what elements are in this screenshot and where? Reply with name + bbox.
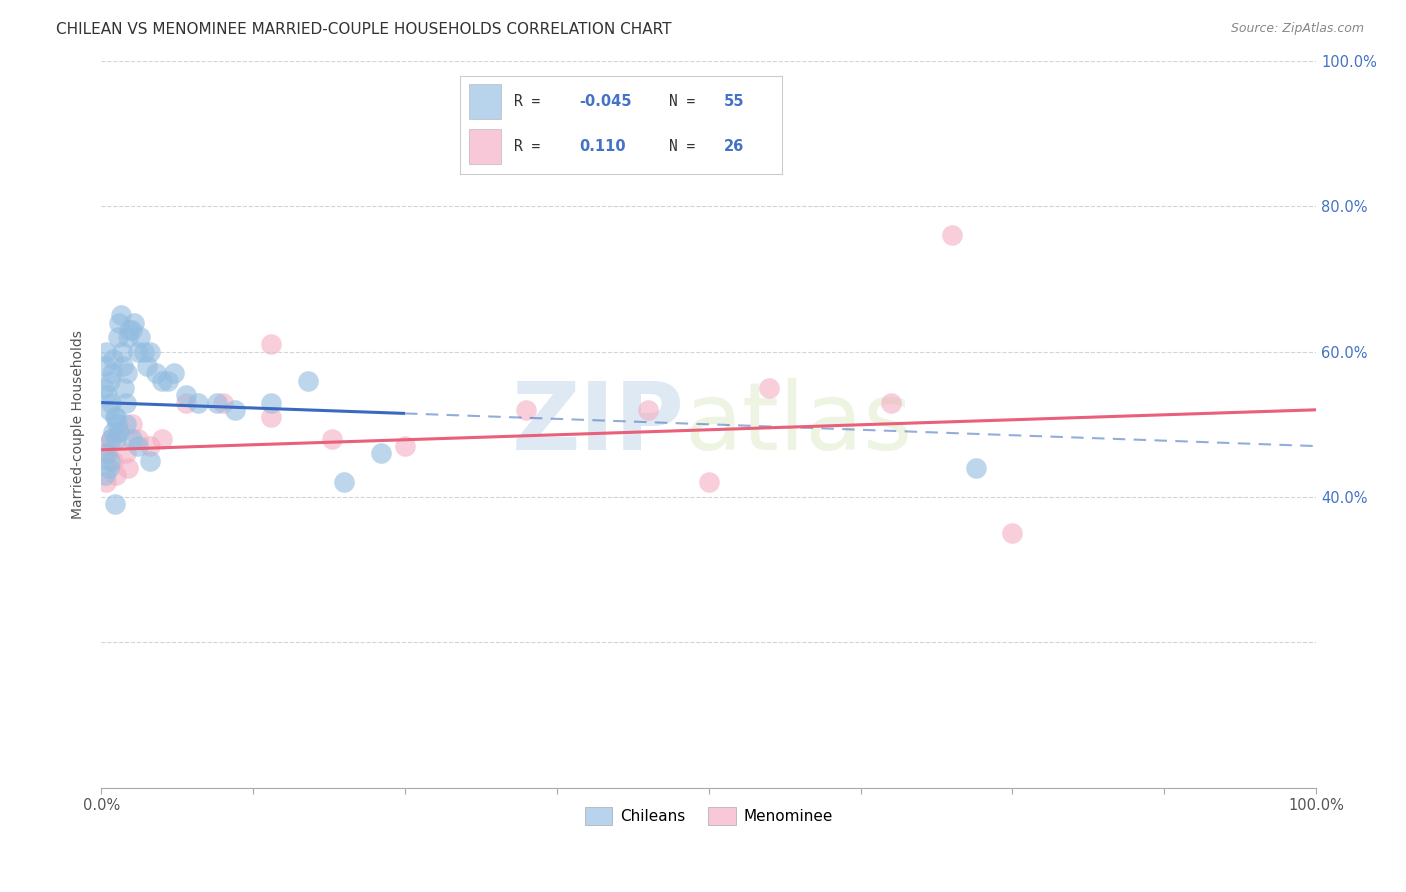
Point — [112, 381, 135, 395]
Point — [117, 461, 139, 475]
Point — [370, 446, 392, 460]
Point — [880, 395, 903, 409]
Point — [129, 330, 152, 344]
Point — [333, 475, 356, 490]
Point — [145, 367, 167, 381]
Text: Source: ZipAtlas.com: Source: ZipAtlas.com — [1230, 22, 1364, 36]
Point — [114, 417, 136, 432]
Point — [211, 395, 233, 409]
Point — [108, 425, 131, 439]
Point — [127, 432, 149, 446]
Point — [260, 337, 283, 351]
Point — [94, 344, 117, 359]
Point — [118, 323, 141, 337]
Point — [103, 410, 125, 425]
Text: CHILEAN VS MENOMINEE MARRIED-COUPLE HOUSEHOLDS CORRELATION CHART: CHILEAN VS MENOMINEE MARRIED-COUPLE HOUS… — [56, 22, 672, 37]
Point — [139, 453, 162, 467]
Point — [1001, 526, 1024, 541]
Point — [515, 402, 537, 417]
Point — [758, 381, 780, 395]
Point — [93, 381, 115, 395]
Point — [136, 359, 159, 374]
Point — [260, 395, 283, 409]
Point — [100, 432, 122, 446]
Point — [107, 330, 129, 344]
Point — [127, 344, 149, 359]
Point — [96, 446, 118, 460]
Point — [174, 395, 197, 409]
Point — [98, 453, 121, 467]
Point — [104, 410, 127, 425]
Point — [112, 359, 135, 374]
Y-axis label: Married-couple Households: Married-couple Households — [72, 330, 86, 519]
Point — [297, 374, 319, 388]
Point — [100, 395, 122, 409]
Point — [103, 351, 125, 366]
Text: atlas: atlas — [685, 378, 912, 470]
Point — [94, 446, 117, 460]
Point — [132, 344, 155, 359]
Point — [110, 309, 132, 323]
Point — [121, 432, 143, 446]
Point — [104, 468, 127, 483]
Point — [174, 388, 197, 402]
Point — [117, 330, 139, 344]
Point — [105, 417, 128, 432]
Point — [157, 374, 180, 388]
Point — [111, 344, 134, 359]
Point — [139, 344, 162, 359]
Legend: Chileans, Menominee: Chileans, Menominee — [579, 801, 839, 830]
Point — [103, 453, 125, 467]
Point — [94, 468, 117, 483]
Point — [965, 461, 987, 475]
Point — [121, 417, 143, 432]
Point — [163, 367, 186, 381]
Point — [94, 475, 117, 490]
Point — [94, 439, 117, 453]
Point — [150, 432, 173, 446]
Point — [104, 432, 127, 446]
Point — [115, 367, 138, 381]
Point — [941, 228, 963, 243]
Point — [224, 402, 246, 417]
Point — [394, 439, 416, 453]
Point — [103, 497, 125, 511]
Point — [321, 432, 343, 446]
Point — [121, 323, 143, 337]
Point — [97, 402, 120, 417]
Point — [108, 316, 131, 330]
Point — [101, 367, 124, 381]
Point — [697, 475, 720, 490]
Point — [139, 439, 162, 453]
Point — [97, 461, 120, 475]
Text: ZIP: ZIP — [512, 378, 685, 470]
Point — [122, 316, 145, 330]
Point — [114, 395, 136, 409]
Point — [150, 374, 173, 388]
Point — [127, 439, 149, 453]
Point — [96, 388, 118, 402]
Point — [103, 425, 125, 439]
Point — [205, 395, 228, 409]
Point — [187, 395, 209, 409]
Point — [108, 425, 131, 439]
Point — [94, 359, 117, 374]
Point — [260, 410, 283, 425]
Point — [100, 432, 122, 446]
Point — [98, 374, 121, 388]
Point — [114, 446, 136, 460]
Point — [637, 402, 659, 417]
